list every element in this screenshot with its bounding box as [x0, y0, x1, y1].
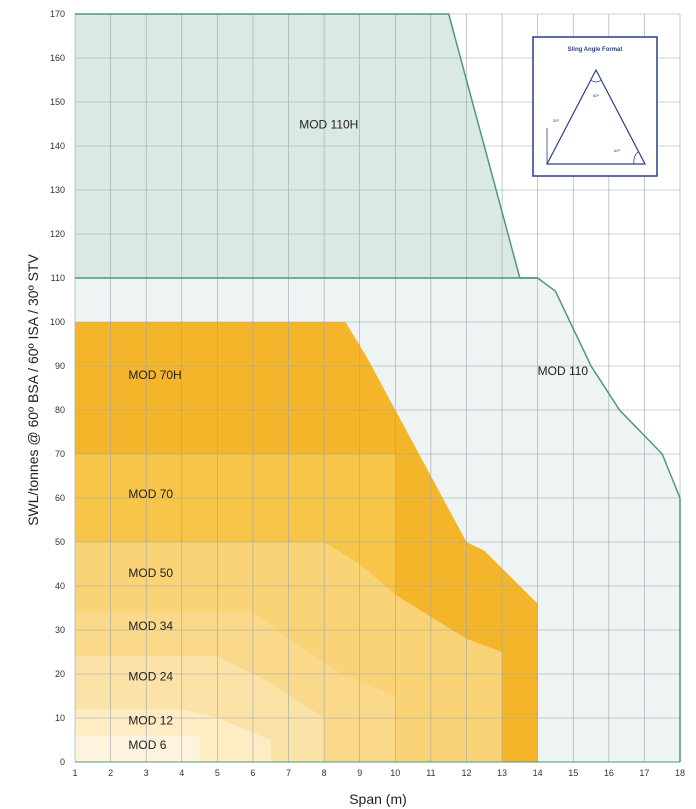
x-tick-label: 14 [533, 768, 543, 778]
x-tick-label: 11 [426, 768, 435, 778]
y-tick-label: 0 [60, 757, 65, 767]
x-tick-label: 16 [604, 768, 614, 778]
x-tick-label: 12 [461, 768, 471, 778]
mod-110-outline [75, 277, 681, 762]
angle-arc-right [633, 151, 639, 165]
y-tick-label: 140 [50, 141, 65, 151]
x-tick-label: 7 [286, 768, 291, 778]
x-tick-label: 9 [357, 768, 362, 778]
x-axis-ticks: 1 2 3 4 5 6 7 8 9 10 11 12 13 14 15 16 17 18 [72, 768, 685, 778]
y-tick-label: 60 [55, 493, 65, 503]
region-labels: MOD 110H MOD 110 MOD 70H MOD 70 MOD 50 MOD 34… [128, 117, 588, 751]
y-axis-title: SWL/tonnes @ 60º BSA / 60º ISA / 30º STV [25, 254, 41, 526]
angle-label-top: 60º [593, 93, 599, 98]
y-tick-label: 160 [50, 53, 65, 63]
angle-label-vertical: 30º [553, 118, 559, 123]
label-mod-12: MOD 12 [128, 714, 173, 728]
y-axis-ticks: 0 10 20 30 40 50 60 70 80 90 100 110 120 130 140 150 160… [50, 9, 65, 767]
inset-title: Sling Angle Format [568, 47, 623, 53]
y-tick-label: 110 [51, 273, 65, 283]
label-mod-50: MOD 50 [128, 566, 173, 580]
x-tick-label: 18 [675, 768, 685, 778]
label-mod-110h: MOD 110H [299, 117, 358, 131]
label-mod-110: MOD 110 [538, 364, 589, 378]
x-tick-label: 8 [322, 768, 327, 778]
x-tick-label: 2 [108, 768, 113, 778]
x-tick-label: 10 [390, 768, 400, 778]
x-tick-label: 4 [179, 768, 184, 778]
x-tick-label: 3 [144, 768, 149, 778]
label-mod-34: MOD 34 [128, 619, 173, 633]
label-mod-70: MOD 70 [128, 487, 173, 501]
y-tick-label: 30 [55, 625, 65, 635]
x-tick-label: 15 [568, 768, 578, 778]
y-tick-label: 20 [55, 669, 65, 679]
label-mod-24: MOD 24 [128, 670, 173, 684]
angle-label-base: 60º [614, 148, 620, 153]
sling-angle-inset: Sling Angle Format 60º 60º 30º [532, 36, 658, 177]
y-tick-label: 40 [55, 581, 65, 591]
x-tick-label: 17 [639, 768, 649, 778]
y-tick-label: 80 [55, 405, 65, 415]
y-tick-label: 170 [50, 9, 65, 19]
x-tick-label: 1 [72, 768, 77, 778]
label-mod-70h: MOD 70H [128, 368, 181, 382]
chart-regions [75, 14, 680, 762]
y-tick-label: 150 [50, 97, 65, 107]
sling-triangle [546, 68, 646, 165]
x-tick-label: 5 [215, 768, 220, 778]
y-tick-label: 130 [50, 185, 65, 195]
y-tick-label: 50 [55, 537, 65, 547]
chart-outlines [75, 13, 681, 763]
region-mod-6 [75, 735, 200, 762]
y-tick-label: 10 [55, 713, 65, 723]
y-tick-label: 90 [55, 361, 65, 371]
x-tick-label: 13 [497, 768, 507, 778]
y-tick-label: 100 [50, 317, 65, 327]
x-axis-title: Span (m) [349, 791, 407, 807]
label-mod-6: MOD 6 [128, 738, 166, 752]
inset-frame [532, 36, 658, 177]
y-tick-label: 120 [50, 229, 65, 239]
angle-arc-top [590, 79, 602, 83]
y-tick-label: 70 [55, 449, 65, 459]
x-tick-label: 6 [250, 768, 255, 778]
